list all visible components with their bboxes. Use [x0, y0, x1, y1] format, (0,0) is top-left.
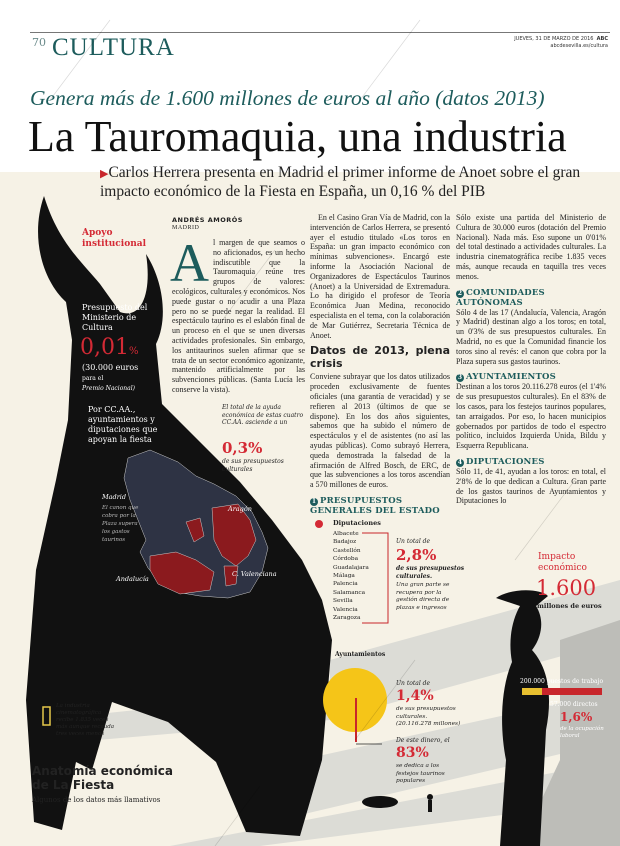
page-number: 70 [32, 36, 46, 49]
map-label-andalucia: Andalucía [116, 575, 149, 583]
dip-note-2: de sus presupuestos culturales. [396, 565, 465, 580]
diputacion-item: Palencia [333, 581, 358, 588]
ccaa-value: 0,3% [222, 439, 263, 457]
watermark-lines [49, 19, 576, 846]
triangle-icon: ▶ [100, 168, 109, 180]
date-line: JUEVES, 31 DE MARZO DE 2016 ABC abcdesevi… [488, 36, 608, 50]
subhead: Datos de 2013, plena crisis [310, 344, 450, 371]
diputaciones-title: Diputaciones [333, 519, 381, 527]
ministerio-value: 0,01% [80, 335, 139, 360]
diputacion-item: Valencia [333, 606, 358, 613]
dip-note-1: Un total de [396, 538, 431, 545]
dip-note-3: Una gran parte se recupera por la gestió… [396, 582, 450, 611]
jobs-direct: 57.000 directos [550, 701, 598, 708]
diputaciones-dot-icon [315, 520, 323, 528]
anatomy-subtitle: Algunos de los datos más llamativos [32, 796, 161, 804]
ayto-note-1: Un total de [396, 680, 431, 687]
spain-map [123, 449, 269, 599]
diputacion-item: Badajoz [333, 539, 357, 546]
diputacion-item: Sevilla [333, 598, 353, 605]
jobs-note: de la ocupación laboral [560, 726, 604, 739]
article-column-3: Sólo existe una partida del Ministerio d… [456, 213, 606, 506]
impacto-value: 1.600 [536, 576, 597, 600]
map-label-valenciana: C. Valenciana [232, 570, 277, 578]
map-label-madrid: Madrid [102, 493, 127, 501]
paragraph: En el Casino Gran Vía de Madrid, con la … [310, 213, 450, 340]
ministerio-note: (30.000 euros para el Premio Nacional) [82, 363, 139, 392]
ccaa-note-2: de sus presupuestos culturales [222, 458, 284, 473]
ministerio-label: Presupuesto del Ministerio de Cultura [82, 303, 148, 332]
diputaciones-list: Albacete Badajoz Castellón Córdoba Guadalaja… [333, 530, 369, 622]
film-icon [42, 706, 51, 726]
workers-icon [522, 688, 602, 695]
web: abcdesevilla.es/cultura [550, 43, 608, 49]
section-heading-2: 2 COMUNIDADES AUTÓNOMAS [456, 287, 545, 308]
header-rule [30, 32, 610, 33]
ccaa-label: Por CC.AA., ayuntamientos y diputaciones… [88, 405, 158, 444]
paper-name: ABC [596, 36, 608, 42]
jobs-pct: 1,6% [560, 710, 593, 724]
kicker: Genera más de 1.600 millones de euros al… [30, 86, 545, 110]
paragraph: Conviene subrayar que los datos utilizad… [310, 372, 450, 490]
diputacion-item: Albacete [333, 531, 359, 537]
article-column-1: ANDRÉS AMORÓS MADRID A l margen de que s… [170, 216, 305, 395]
ayto-note-4: De este dinero, el [396, 737, 450, 744]
sun-icon [323, 668, 387, 745]
subheadline-text: Carlos Herrera presenta en Madrid el pri… [100, 164, 581, 200]
section-heading-3: 3 AYUNTAMIENTOS [456, 372, 556, 383]
madrid-note: El canon que cobra por la Plaza supera l… [102, 505, 139, 543]
section-heading-1: 1 PRESUPUESTOS GENERALES DEL ESTADO [310, 495, 440, 516]
dip-value: 2,8% [396, 546, 437, 564]
paragraph: Sólo existe una partida del Ministerio d… [456, 213, 606, 281]
anatomy-title: Anatomía económica de La Fiesta [32, 764, 173, 792]
date: JUEVES, 31 DE MARZO DE 2016 [514, 36, 594, 42]
bracket-lines [362, 532, 389, 624]
ccaa-note: El total de la ayuda económica de estas … [222, 404, 304, 426]
cine-note: La industria cinematográfica recibe 1.83… [56, 703, 115, 737]
diputacion-item: Zaragoza [333, 615, 361, 622]
paragraph: Sólo 4 de las 17 (Andalucía, Valencia, A… [456, 307, 606, 366]
dateline: MADRID [172, 225, 200, 231]
author: ANDRÉS AMORÓS [172, 216, 243, 224]
map-label-aragon: Aragón [228, 505, 252, 513]
diputacion-item: Castellón [333, 547, 361, 554]
ayto-note: de sus presupuestos culturales. (20.116.2… [396, 706, 461, 727]
diputacion-item: Córdoba [333, 556, 359, 563]
dropcap: A [170, 233, 209, 293]
impacto-unit: millones de euros [537, 602, 602, 610]
ayto-value: 1,4% [396, 688, 434, 704]
apoyo-label: Apoyo institucional [82, 228, 147, 249]
impacto-title: Impacto económico [538, 552, 587, 573]
section-title: CULTURA [52, 34, 175, 61]
section-heading-4: 4 DIPUTACIONES [456, 456, 545, 467]
bull-run-icon [362, 794, 433, 812]
diputacion-item: Málaga [333, 573, 355, 580]
paragraph: l margen de que seamos o no aficionados,… [172, 238, 305, 394]
paragraph: Sólo 11, de 41, ayudan a los toros: en t… [456, 466, 606, 506]
diputacion-item: Salamanca [333, 589, 366, 596]
ayto-note-5: se dedica a los festejos taurinos popula… [396, 763, 445, 784]
matador-silhouette [496, 590, 620, 846]
diputacion-item: Guadalajara [333, 564, 369, 571]
paragraph: Destinan a los toros 20.116.278 euros (e… [456, 382, 606, 451]
headline: La Tauromaquia, una industria [28, 112, 567, 161]
article-column-2: En el Casino Gran Vía de Madrid, con la … [310, 213, 450, 516]
ayto-value-2: 83% [396, 745, 429, 761]
subheadline: ▶Carlos Herrera presenta en Madrid el pr… [100, 164, 610, 201]
ayto-title: Ayuntamientos [335, 651, 386, 658]
jobs-total: 200.000 puestos de trabajo [520, 678, 604, 685]
